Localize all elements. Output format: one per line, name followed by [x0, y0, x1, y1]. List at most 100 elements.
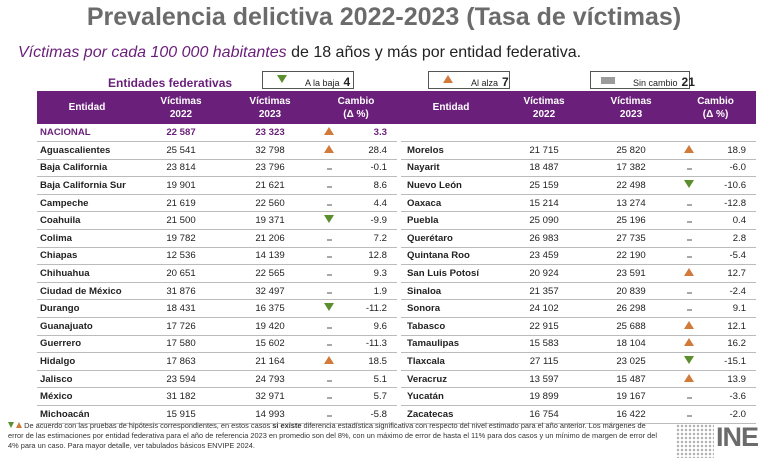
victims-2022: 23 814	[137, 159, 225, 178]
entity-name: Colima	[37, 229, 137, 248]
triangle-up-icon	[684, 320, 695, 329]
dash-icon	[315, 229, 343, 248]
dash-icon	[326, 274, 332, 277]
victims-2022: 21 500	[137, 211, 225, 231]
dash-icon	[315, 335, 343, 354]
table-row: Ciudad de México 31 876 32 497 1.9 Sinaloa 21…	[37, 282, 757, 301]
dash-icon	[315, 176, 343, 195]
entity-name: Campeche	[37, 194, 137, 213]
dash-icon	[686, 203, 692, 206]
change-percent: 7.2	[343, 229, 398, 248]
header-cambio-left: Cambio (Δ %)	[315, 91, 398, 124]
dash-icon	[675, 159, 704, 178]
legend-up: Al alza 7	[428, 71, 510, 89]
change-percent: -15.1	[703, 352, 757, 371]
victims-2023: 23 025	[587, 352, 676, 371]
triangle-up-icon	[684, 373, 695, 382]
victims-2022: 23 459	[501, 247, 588, 266]
change-percent: -5.8	[343, 405, 398, 424]
change-percent: 3.3	[343, 124, 398, 143]
change-percent: -2.0	[703, 405, 757, 424]
dash-icon	[686, 238, 692, 241]
triangle-up-icon	[324, 356, 334, 365]
dash-icon	[675, 282, 704, 301]
change-percent: 0.4	[703, 211, 757, 231]
dash-icon	[326, 168, 332, 171]
ine-logo: INE	[676, 422, 764, 462]
logo-dot-grid	[676, 424, 714, 458]
dash-icon	[686, 397, 692, 400]
dash-icon	[686, 309, 692, 312]
footnote: De acuerdo con las pruebas de hipótesis …	[8, 421, 658, 451]
victims-2023	[587, 124, 676, 143]
victims-2023: 25 820	[587, 141, 676, 160]
header-v2023-right: Víctimas 2023	[587, 91, 676, 124]
dash-icon	[686, 168, 692, 171]
legend-label: Entidades federativas	[108, 76, 233, 90]
victims-2022: 31 876	[137, 282, 225, 301]
header-entidad-right: Entidad	[401, 91, 502, 124]
victims-2022: 19 782	[137, 229, 225, 248]
change-percent: -9.9	[343, 211, 398, 231]
entity-name: Michoacán	[37, 405, 137, 424]
victims-2023: 25 688	[587, 317, 676, 336]
victims-2023: 22 565	[225, 264, 315, 283]
header-cambio-right: Cambio (Δ %)	[675, 91, 757, 124]
entity-name: Veracruz	[401, 370, 502, 389]
dash-icon	[315, 159, 343, 178]
table-row: Baja California 23 814 23 796 -0.1 Nayarit 18…	[37, 159, 757, 178]
dash-icon	[315, 264, 343, 283]
victims-2023: 32 798	[225, 141, 315, 160]
change-percent: 16.2	[703, 335, 757, 354]
victims-2023: 16 422	[587, 405, 676, 424]
victims-2022: 27 115	[501, 352, 588, 371]
triangle-up-icon	[315, 352, 343, 371]
victims-2022: 24 102	[501, 299, 588, 319]
victims-2023: 22 498	[587, 176, 676, 195]
legend-up-text: Al alza	[471, 78, 499, 88]
triangle-up-icon	[684, 144, 695, 153]
entity-name: Nuevo León	[401, 176, 502, 195]
victims-2023: 21 206	[225, 229, 315, 248]
marker-cell	[675, 124, 704, 143]
table-row: México 31 182 32 971 5.7 Yucatán 19 899 19 167…	[37, 387, 757, 406]
change-percent: 12.7	[703, 264, 757, 283]
triangle-up-icon	[675, 335, 704, 354]
change-percent: -11.3	[343, 335, 398, 354]
triangle-up-icon	[684, 338, 695, 347]
victims-2023: 32 971	[225, 387, 315, 406]
header-entidad-left: Entidad	[37, 91, 137, 124]
table-row: Guanajuato 17 726 19 420 9.6 Tabasco 22 915 25…	[37, 317, 757, 336]
dash-icon	[675, 211, 704, 231]
entity-name: Guanajuato	[37, 317, 137, 336]
triangle-up-icon	[675, 317, 704, 336]
subtitle-emphasis: Víctimas por cada 100 000 habitantes	[18, 44, 287, 61]
victims-2023: 19 371	[225, 211, 315, 231]
dash-icon	[315, 405, 343, 424]
dash-icon	[315, 194, 343, 213]
victims-2023: 22 560	[225, 194, 315, 213]
change-percent: 4.4	[343, 194, 398, 213]
dash-icon	[326, 203, 332, 206]
dash-icon	[686, 291, 692, 294]
table-row: Campeche 21 619 22 560 4.4 Oaxaca 15 214 13 27…	[37, 194, 757, 213]
page-title: Prevalencia delictiva 2022-2023 (Tasa de…	[86, 3, 682, 31]
change-percent: 13.9	[703, 370, 757, 389]
change-percent: 12.1	[703, 317, 757, 336]
victims-2023: 23 323	[225, 124, 315, 143]
victims-2022: 13 597	[501, 370, 588, 389]
change-percent: -10.6	[703, 176, 757, 195]
dash-icon	[315, 387, 343, 406]
subtitle-rest: de 18 años y más por entidad federativa.	[286, 44, 582, 61]
change-percent: 2.8	[703, 229, 757, 248]
table-row: Durango 18 431 16 375 -11.2 Sonora 24 102 26 2…	[37, 299, 757, 319]
change-percent: 28.4	[343, 141, 398, 160]
victims-2023: 21 621	[225, 176, 315, 195]
table-row: Chihuahua 20 651 22 565 9.3 San Luis Potosí 2…	[37, 264, 757, 283]
triangle-up-icon	[315, 124, 343, 143]
entity-name: Querétaro	[401, 229, 502, 248]
dash-icon	[326, 379, 332, 382]
footnote-part2: diferencia estadística significativa con…	[8, 421, 657, 451]
victims-2023: 13 274	[587, 194, 676, 213]
dash-icon	[326, 397, 332, 400]
